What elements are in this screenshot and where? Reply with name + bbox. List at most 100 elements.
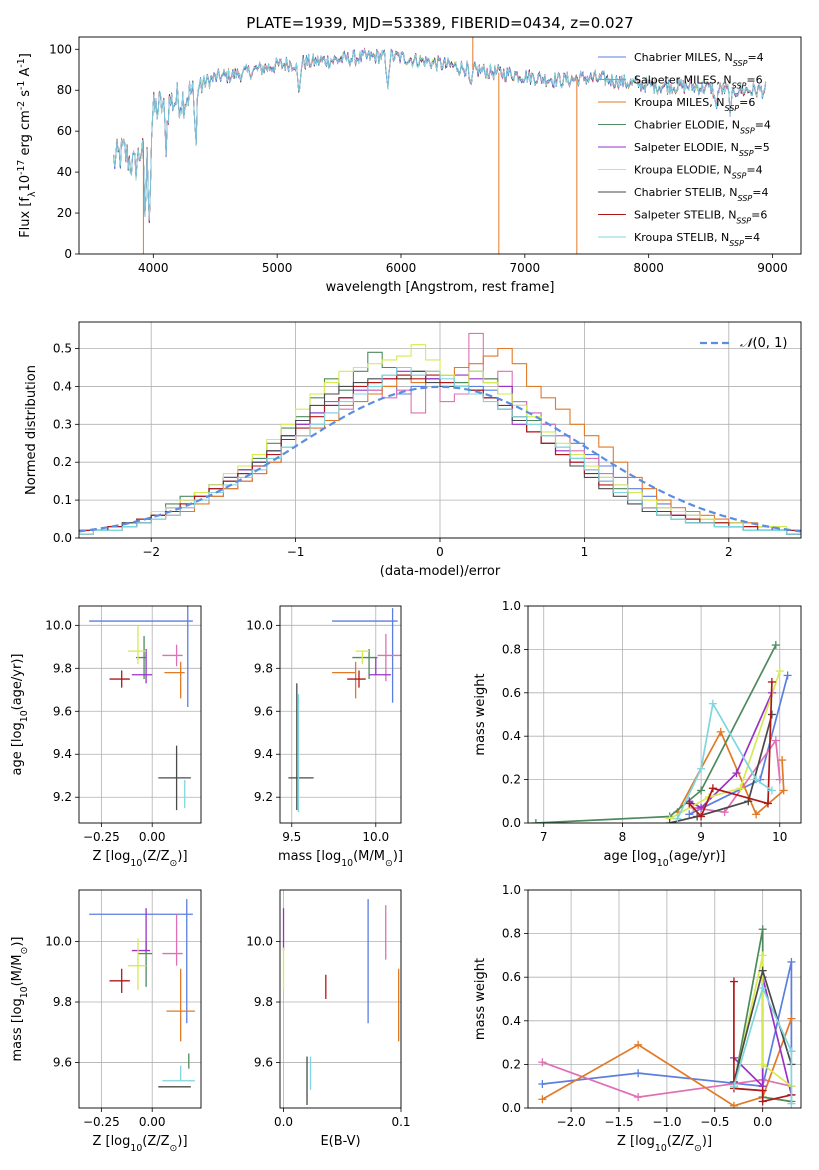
y-tick-label: 0.5 — [53, 342, 72, 356]
errorbar-point-2 — [377, 633, 401, 682]
axes-mass-weight-vs-Z: −2.0 −1.5 −1.0 −0.5 0.0 0.0 0.2 0.4 0.6 0.8 1.0 Z [… — [473, 883, 802, 1154]
errorbar-point-7 — [158, 745, 191, 811]
y-tick-label: 1.0 — [502, 883, 521, 897]
axes-residuals: −2 −1 0 1 2 0.0 0.1 0.2 0.3 0.4 0.5 (data-model)/er… — [24, 321, 802, 579]
mass-weight-marker — [767, 677, 776, 686]
y-tick-label: 0.3 — [53, 417, 72, 431]
mass-weight-line-2 — [542, 1061, 792, 1098]
mass-weight-marker — [697, 812, 706, 821]
errorbar-point-8 — [347, 670, 366, 688]
errorbar-point-2 — [162, 914, 183, 966]
mass-weight-marker — [758, 1097, 767, 1106]
x-tick-label: 0.00 — [139, 1115, 166, 1129]
mass-weight-marker — [787, 1014, 796, 1023]
axes-frame — [527, 605, 802, 824]
histogram-series-6 — [79, 344, 801, 531]
mass-weight-marker — [736, 784, 745, 793]
x-axis-label: mass [log10(M/M⊙)] — [278, 849, 403, 869]
plot-area-mass-vs-Z — [89, 899, 195, 1088]
mass-weight-marker — [708, 699, 717, 708]
errorbar-point-3 — [164, 661, 185, 699]
plot-area-age-vs-Z — [89, 606, 193, 811]
mass-weight-marker — [538, 1080, 547, 1089]
x-tick-label: 5000 — [262, 261, 293, 275]
mass-weight-marker — [665, 819, 674, 823]
y-tick-label: 9.6 — [254, 1056, 273, 1070]
figure-title: PLATE=1939, MJD=53389, FIBERID=0434, z=0… — [246, 14, 633, 32]
legend-label-normal: 𝒩(0, 1) — [740, 336, 787, 351]
x-axis-label: (data-model)/error — [380, 564, 501, 579]
axes-frame — [78, 889, 202, 1109]
mass-weight-marker — [778, 756, 787, 765]
y-axis-label: Normed distribution — [24, 365, 39, 495]
mass-weight-marker — [767, 786, 776, 795]
y-tick-label: 100 — [49, 42, 72, 56]
y-tick-label: 80 — [57, 83, 72, 97]
y-tick-label: 0.0 — [502, 1101, 521, 1115]
x-tick-label: 6000 — [386, 261, 417, 275]
y-tick-label: 9.2 — [254, 790, 273, 804]
y-tick-label: 10.0 — [246, 618, 273, 632]
y-tick-label: 9.4 — [53, 747, 72, 761]
x-tick-label: 9.5 — [282, 830, 301, 844]
x-tick-label: 7000 — [510, 261, 541, 275]
mass-weight-marker — [775, 667, 784, 676]
x-tick-label: 8 — [619, 830, 627, 844]
y-tick-label: 0.4 — [53, 379, 72, 393]
mass-weight-line-6 — [733, 955, 792, 1087]
axes-frame — [279, 605, 402, 824]
x-tick-label: −0.25 — [83, 1115, 120, 1129]
mass-weight-marker — [787, 1099, 796, 1108]
y-tick-label: 9.8 — [53, 661, 72, 675]
x-tick-label: 7 — [540, 830, 548, 844]
mass-weight-marker — [752, 775, 761, 784]
x-tick-label: −0.5 — [700, 1115, 729, 1129]
legend-label-6: Kroupa ELODIE, NSSP=4 — [634, 164, 763, 181]
mass-weight-marker — [634, 1040, 643, 1049]
x-tick-label: −1.0 — [652, 1115, 681, 1129]
y-tick-label: 0.1 — [53, 493, 72, 507]
mass-weight-marker — [758, 1086, 767, 1095]
errorbar-point-8 — [109, 968, 130, 993]
y-tick-label: 10.0 — [45, 934, 72, 948]
legend-label-3: Kroupa MILES, NSSP=6 — [634, 96, 755, 113]
mass-weight-marker — [758, 984, 767, 993]
x-tick-label: −2.0 — [557, 1115, 586, 1129]
mass-weight-line-8 — [688, 681, 773, 819]
errorbar-point-2 — [162, 644, 183, 667]
mass-weight-marker — [732, 769, 741, 778]
y-tick-label: 20 — [57, 206, 72, 220]
y-tick-label: 0.8 — [502, 642, 521, 656]
y-axis-label: mass [log10(M/M⊙)] — [10, 937, 30, 1062]
x-tick-label: −1.5 — [604, 1115, 633, 1129]
mass-weight-marker — [685, 799, 694, 808]
legend-label-8: Salpeter STELIB, NSSP=6 — [634, 209, 767, 226]
axes-mass-weight-vs-age: 7 8 9 10 0.0 0.2 0.4 0.6 0.8 1.0 age [log10(age/yr… — [473, 599, 802, 869]
mass-weight-marker — [771, 736, 780, 745]
y-tick-label: 10.0 — [246, 934, 273, 948]
errorbar-point-5 — [131, 648, 153, 684]
legend-label-9: Kroupa STELIB, NSSP=4 — [634, 231, 760, 248]
mass-weight-marker — [716, 727, 725, 736]
axes-age-vs-Z: −0.25 0.00 9.2 9.4 9.6 9.8 10.0 Z [log10(Z/Z⊙)]… — [10, 605, 202, 869]
mass-weight-marker — [783, 671, 792, 680]
y-tick-label: 9.6 — [254, 704, 273, 718]
x-tick-label: 0.00 — [139, 830, 166, 844]
y-tick-label: 9.4 — [254, 747, 273, 761]
x-tick-label: −0.25 — [83, 830, 120, 844]
x-tick-label: 0.1 — [391, 1115, 410, 1129]
x-axis-label: Z [log10(Z/Z⊙)] — [617, 1134, 712, 1154]
mass-weight-marker — [673, 814, 682, 823]
mass-weight-marker — [634, 1069, 643, 1078]
x-tick-label: 8000 — [633, 261, 664, 275]
spectrum-line-9 — [113, 49, 767, 221]
spectrum-legend: Chabrier MILES, NSSP=4 Salpeter MILES, NS… — [598, 51, 771, 248]
mass-weight-line-6 — [669, 670, 781, 820]
x-tick-label: −2 — [142, 545, 160, 559]
x-tick-label: 0 — [436, 545, 444, 559]
x-axis-label: wavelength [Angstrom, rest frame] — [326, 280, 555, 295]
mass-weight-marker — [758, 925, 767, 934]
mass-weight-marker — [771, 641, 780, 650]
plot-area-mass-vs-EBV — [282, 899, 400, 1105]
plot-area-mass-weight-vs-Z — [538, 925, 796, 1108]
